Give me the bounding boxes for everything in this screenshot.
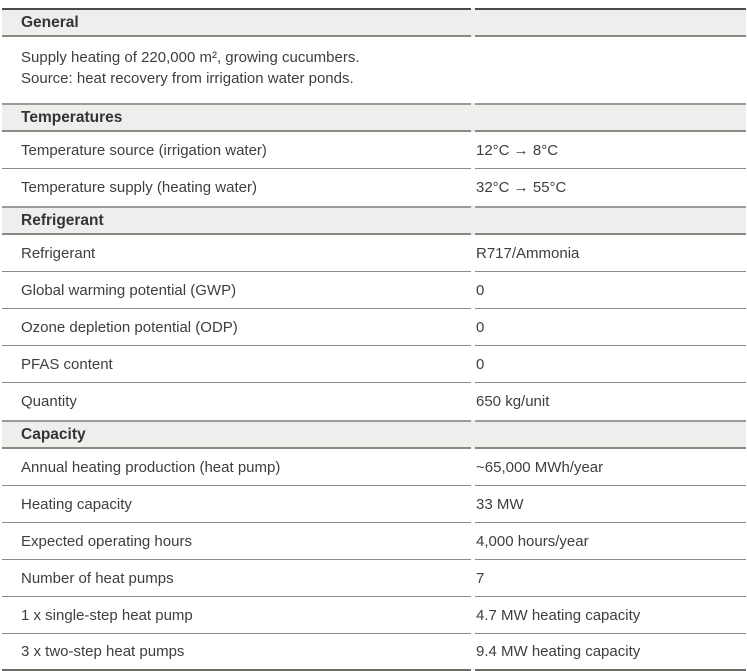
row-label: Ozone depletion potential (ODP): [2, 309, 471, 346]
section-header-cell: Capacity: [2, 420, 471, 449]
row-label: Refrigerant: [2, 235, 471, 272]
table-row-temperature-supply: Temperature supply (heating water) 32°C …: [2, 169, 746, 206]
row-label: Temperature source (irrigation water): [2, 132, 471, 169]
specification-table: General Supply heating of 220,000 m², gr…: [2, 8, 746, 671]
row-label: Expected operating hours: [2, 523, 471, 560]
table-row-temperature-source: Temperature source (irrigation water) 12…: [2, 132, 746, 169]
row-value: 0: [475, 272, 746, 309]
row-label: Quantity: [21, 393, 77, 410]
section-header-cell: Refrigerant: [2, 206, 471, 235]
section-header-cell: [475, 103, 746, 132]
row-label: Number of heat pumps: [2, 560, 471, 597]
row-label: Temperature supply (heating water): [21, 179, 257, 196]
row-label: PFAS content: [2, 346, 471, 383]
row-value: 0: [475, 309, 746, 346]
row-value: 7: [475, 560, 746, 597]
section-title-temperatures: Temperatures: [21, 108, 123, 126]
table-row-annual-production: Annual heating production (heat pump) ~6…: [2, 449, 746, 486]
table-row-pfas: PFAS content 0: [2, 346, 746, 383]
table-row-quantity: Quantity 650 kg/unit: [2, 383, 746, 420]
table-row-gwp: Global warming potential (GWP) 0: [2, 272, 746, 309]
row-value: R717/Ammonia: [475, 235, 746, 272]
table-row-odp: Ozone depletion potential (ODP) 0: [2, 309, 746, 346]
row-value: 32°C → 55°C: [476, 179, 567, 196]
section-header-capacity: Capacity: [2, 420, 746, 449]
row-value: 0: [475, 346, 746, 383]
table-row-heating-capacity: Heating capacity 33 MW: [2, 486, 746, 523]
section-title-refrigerant: Refrigerant: [21, 211, 104, 229]
section-header-general: General: [2, 8, 746, 37]
row-value: 4.7 MW heating capacity: [475, 597, 746, 634]
row-value: 9.4 MW heating capacity: [475, 634, 746, 671]
section-header-refrigerant: Refrigerant: [2, 206, 746, 235]
table-row-refrigerant: Refrigerant R717/Ammonia: [2, 235, 746, 272]
description-line-1: Supply heating of 220,000 m², growing cu…: [21, 49, 360, 66]
row-label: Annual heating production (heat pump): [2, 449, 471, 486]
row-label: 3 x two-step heat pumps: [2, 634, 471, 671]
section-header-cell: [475, 420, 746, 449]
section-title-general: General: [21, 13, 79, 31]
section-title-capacity: Capacity: [21, 425, 86, 443]
row-label: 1 x single-step heat pump: [2, 597, 471, 634]
table-row-two-step-heat-pumps: 3 x two-step heat pumps 9.4 MW heating c…: [2, 634, 746, 671]
general-description: Supply heating of 220,000 m², growing cu…: [2, 37, 360, 103]
section-header-temperatures: Temperatures: [2, 103, 746, 132]
table-row-operating-hours: Expected operating hours 4,000 hours/yea…: [2, 523, 746, 560]
row-value: ~65,000 MWh/year: [475, 449, 746, 486]
row-value: 4,000 hours/year: [475, 523, 746, 560]
table-row-single-step-heat-pump: 1 x single-step heat pump 4.7 MW heating…: [2, 597, 746, 634]
table-row-number-of-heat-pumps: Number of heat pumps 7: [2, 560, 746, 597]
row-value: 650 kg/unit: [476, 393, 550, 410]
section-header-cell: [475, 8, 746, 37]
general-description-row: Supply heating of 220,000 m², growing cu…: [2, 37, 746, 103]
row-label: Heating capacity: [2, 486, 471, 523]
row-value: 12°C → 8°C: [475, 132, 746, 169]
section-header-cell: Temperatures: [2, 103, 471, 132]
row-label: Global warming potential (GWP): [2, 272, 471, 309]
description-line-2: Source: heat recovery from irrigation wa…: [21, 69, 354, 87]
section-header-cell: General: [2, 8, 471, 37]
row-value: 33 MW: [475, 486, 746, 523]
general-description-cell: Supply heating of 220,000 m², growing cu…: [2, 37, 746, 103]
section-header-cell: [475, 206, 746, 235]
